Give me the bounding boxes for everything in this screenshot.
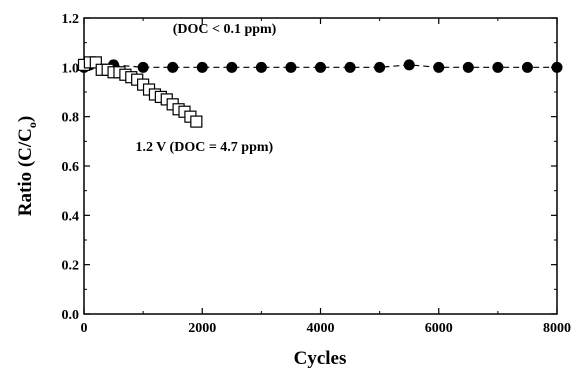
data-point <box>462 61 474 73</box>
x-tick-label: 8000 <box>543 321 571 336</box>
data-point <box>226 61 238 73</box>
data-point <box>551 61 563 73</box>
data-point <box>403 59 415 71</box>
x-tick-label: 6000 <box>425 321 453 336</box>
series-layer <box>77 56 563 128</box>
data-point <box>167 61 179 73</box>
data-point <box>315 61 326 73</box>
annotation-label: 1.2 V (DOC = 4.7 ppm) <box>135 140 273 155</box>
x-tick-label: 4000 <box>307 321 335 336</box>
data-point <box>344 61 356 73</box>
ticks <box>83 17 558 315</box>
y-axis-title: Ratio (C/Co) <box>15 116 39 216</box>
annotations: (DOC < 0.1 ppm) 1.2 V (DOC = 4.7 ppm) <box>135 22 276 155</box>
data-point <box>196 61 208 73</box>
series-2 <box>77 56 203 128</box>
annotation-label: (DOC < 0.1 ppm) <box>173 22 277 37</box>
series-1 <box>78 59 563 73</box>
data-point <box>285 61 297 73</box>
y-tick-label: 0.8 <box>62 111 80 126</box>
data-point <box>255 61 267 73</box>
y-tick-label: 0.6 <box>62 160 80 175</box>
y-axis-title-close: ) <box>15 116 36 122</box>
x-tick-label: 2000 <box>188 321 216 336</box>
x-axis-title: Cycles <box>294 348 347 369</box>
x-tick-label: 0 <box>81 321 88 336</box>
data-point <box>137 61 149 73</box>
data-point <box>521 61 533 73</box>
data-point <box>492 61 504 73</box>
y-tick-label: 0.4 <box>62 209 80 224</box>
y-tick-label: 1.0 <box>62 61 80 76</box>
y-axis-title-subscript: o <box>25 122 39 128</box>
data-point <box>190 115 203 128</box>
data-point <box>374 61 386 73</box>
y-tick-label: 1.2 <box>62 12 80 27</box>
y-axis-title-main: Ratio (C/C <box>15 128 36 216</box>
tick-labels: 0 2000 4000 6000 8000 0.0 0.2 0.4 0.6 0.8 1.0 1.2 <box>62 12 572 336</box>
data-point <box>433 61 445 73</box>
y-tick-label: 0.0 <box>62 308 80 323</box>
y-tick-label: 0.2 <box>62 259 80 274</box>
